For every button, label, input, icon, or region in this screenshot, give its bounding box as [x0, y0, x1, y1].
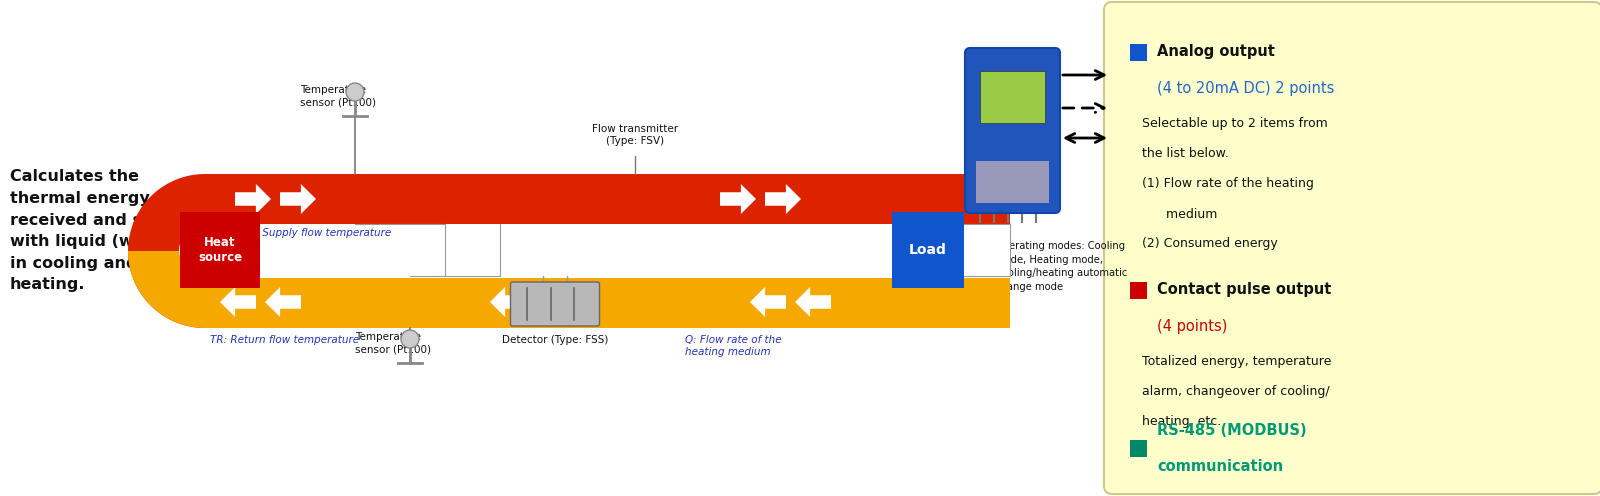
Polygon shape	[490, 287, 526, 317]
FancyBboxPatch shape	[510, 282, 600, 326]
Text: Detector (Type: FSS): Detector (Type: FSS)	[502, 335, 608, 345]
Text: communication: communication	[1157, 458, 1283, 474]
Text: Selectable up to 2 items from: Selectable up to 2 items from	[1142, 118, 1328, 130]
Text: TR: Return flow temperature: TR: Return flow temperature	[210, 335, 358, 345]
Text: Operating modes: Cooling
mode, Heating mode,
Cooling/heating automatic
change mo: Operating modes: Cooling mode, Heating m…	[995, 241, 1128, 292]
Polygon shape	[280, 184, 315, 214]
Bar	[955, 224, 1010, 276]
Polygon shape	[266, 287, 301, 317]
FancyBboxPatch shape	[965, 48, 1059, 213]
Text: the list below.: the list below.	[1142, 147, 1229, 161]
Bar	[1130, 44, 1147, 61]
Text: RS-485 (MODBUS): RS-485 (MODBUS)	[1157, 423, 1307, 437]
PathPatch shape	[128, 174, 205, 328]
Bar	[976, 161, 1050, 203]
FancyBboxPatch shape	[181, 212, 261, 288]
Bar	[205, 224, 955, 276]
Text: Flow transmitter
(Type: FSV): Flow transmitter (Type: FSV)	[592, 124, 678, 146]
Polygon shape	[765, 184, 802, 214]
Bar	[955, 174, 1010, 224]
Bar	[205, 174, 955, 224]
Polygon shape	[221, 287, 256, 317]
Polygon shape	[235, 184, 270, 214]
Bar	[979, 71, 1045, 123]
Text: Analog output: Analog output	[1157, 44, 1275, 59]
Text: (4 points): (4 points)	[1157, 318, 1227, 333]
Text: Heat
source: Heat source	[198, 236, 242, 264]
Bar	[205, 278, 955, 328]
Text: (1) Flow rate of the heating: (1) Flow rate of the heating	[1142, 178, 1314, 190]
FancyBboxPatch shape	[893, 212, 963, 288]
Polygon shape	[795, 287, 830, 317]
Text: Calculates the
thermal energy
received and sent
with liquid (water)
in cooling a: Calculates the thermal energy received a…	[10, 170, 178, 293]
Text: Totalized energy, temperature: Totalized energy, temperature	[1142, 356, 1331, 369]
Text: heating, etc.: heating, etc.	[1142, 416, 1221, 429]
Circle shape	[402, 330, 419, 348]
Polygon shape	[534, 287, 571, 317]
Text: Q: Flow rate of the
heating medium: Q: Flow rate of the heating medium	[685, 335, 782, 357]
Polygon shape	[750, 287, 786, 317]
Text: medium: medium	[1142, 207, 1218, 221]
Text: Ts: Supply flow temperature: Ts: Supply flow temperature	[245, 228, 392, 238]
FancyBboxPatch shape	[1104, 2, 1600, 494]
Bar	[1130, 439, 1147, 456]
Polygon shape	[720, 184, 757, 214]
Bar	[955, 278, 1010, 328]
Text: alarm, changeover of cooling/: alarm, changeover of cooling/	[1142, 385, 1330, 398]
Circle shape	[346, 83, 365, 101]
Text: Temperature
sensor (Pt100): Temperature sensor (Pt100)	[355, 332, 430, 354]
Text: (2) Consumed energy: (2) Consumed energy	[1142, 238, 1278, 250]
PathPatch shape	[128, 251, 205, 328]
Text: Temperature
sensor (Pt100): Temperature sensor (Pt100)	[301, 85, 376, 107]
Text: (4 to 20mA DC) 2 points: (4 to 20mA DC) 2 points	[1157, 80, 1334, 96]
Bar	[1130, 282, 1147, 299]
Text: Contact pulse output: Contact pulse output	[1157, 282, 1331, 297]
Text: Load: Load	[909, 243, 947, 257]
